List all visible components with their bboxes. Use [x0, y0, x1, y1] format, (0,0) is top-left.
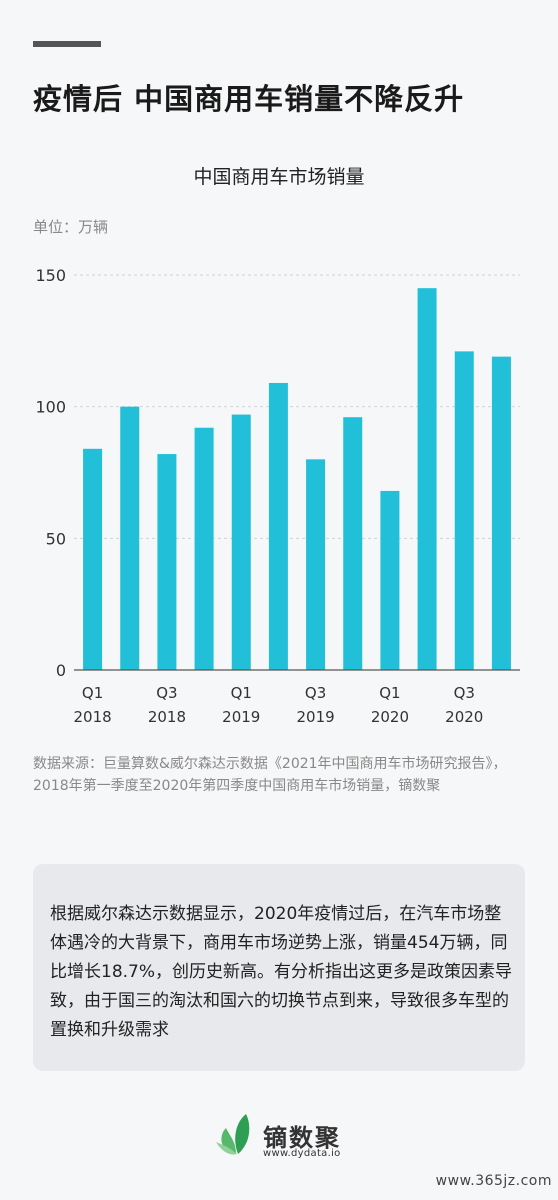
bar-chart: 0 50 100 150 Q1 2018 Q3 2018 Q1 2019 Q3 2019 Q1 2020 Q…	[35, 266, 520, 726]
bar-q2-2018	[120, 406, 140, 670]
bar-q2-2019	[268, 382, 288, 670]
x-tick-label: Q3	[454, 684, 475, 702]
x-tick-label: Q3	[156, 684, 177, 702]
x-tick-label: Q3	[305, 684, 326, 702]
y-tick-label: 50	[46, 529, 66, 548]
bar-q2-2020	[417, 288, 437, 670]
footer-brand-name: 镝数聚	[263, 1124, 341, 1152]
watermark-text: www.365jz.com	[435, 1173, 552, 1189]
bar-q1-2018	[83, 448, 103, 670]
x-tick-label: 2019	[296, 708, 334, 726]
bar-q3-2019	[306, 459, 326, 670]
y-tick-label: 100	[35, 398, 66, 417]
footer-url[interactable]: www.dydata.io	[263, 1148, 341, 1159]
x-tick-label: 2020	[371, 708, 409, 726]
x-tick-label: 2019	[222, 708, 260, 726]
page-headline: 疫情后 中国商用车销量不降反升	[33, 82, 465, 116]
bar-q3-2020	[454, 351, 474, 670]
x-tick-label: Q1	[379, 684, 400, 702]
leaf-logo-icon	[216, 1114, 250, 1155]
chart-unit-label: 单位：万辆	[33, 218, 109, 236]
bar-q3-2018	[157, 454, 177, 670]
bar-q4-2018	[194, 427, 214, 670]
chart-title: 中国商用车市场销量	[193, 166, 365, 188]
summary-text: 根据威尔森达示数据显示，2020年疫情过后，在汽车市场整体遇冷的大背景下，商用车…	[50, 904, 513, 1040]
summary-card: 根据威尔森达示数据显示，2020年疫情过后，在汽车市场整体遇冷的大背景下，商用车…	[33, 864, 525, 1071]
x-tick-label: Q1	[231, 684, 252, 702]
x-tick-label: 2018	[148, 708, 186, 726]
bar-q4-2019	[343, 417, 363, 670]
bar-q1-2019	[231, 414, 251, 670]
y-tick-label: 150	[35, 266, 66, 285]
x-tick-label: 2018	[73, 708, 111, 726]
bar-q1-2020	[380, 490, 400, 670]
top-accent-bar	[33, 41, 101, 47]
y-tick-label: 0	[56, 661, 66, 680]
data-source-note: 数据来源：巨量算数&威尔森达示数据《2021年中国商用车市场研究报告》，2018…	[33, 756, 507, 794]
x-tick-label: Q1	[82, 684, 103, 702]
x-tick-label: 2020	[445, 708, 483, 726]
bar-q4-2020	[491, 356, 511, 670]
